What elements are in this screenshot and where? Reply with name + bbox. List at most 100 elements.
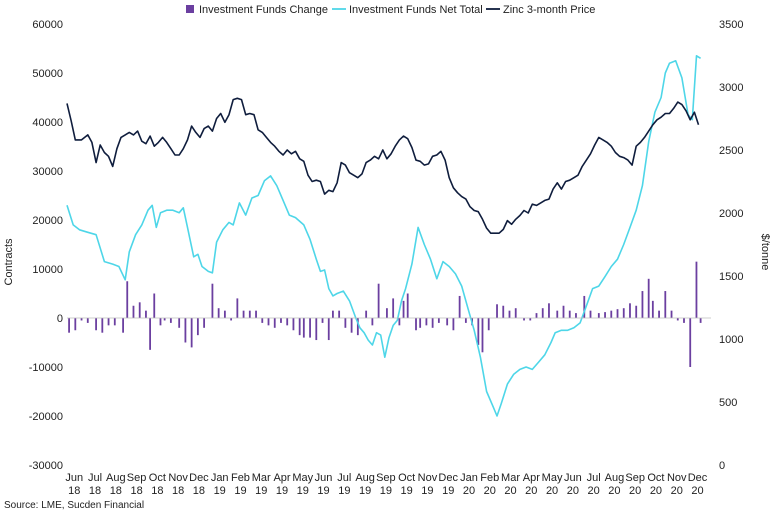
change-bar	[695, 261, 698, 318]
change-bar	[149, 318, 151, 350]
x-tick-month: Apr	[523, 472, 540, 484]
y-tick-right: 2000	[719, 208, 743, 220]
y-tick-right: 3000	[719, 82, 743, 94]
change-bar	[481, 318, 484, 353]
y-tick-right: 2500	[719, 145, 743, 157]
change-bar	[261, 318, 264, 323]
x-tick-month: Aug	[605, 472, 625, 484]
change-bar	[255, 310, 257, 318]
change-bar	[163, 318, 166, 321]
change-bar	[597, 313, 600, 318]
x-tick-month: May	[292, 472, 313, 484]
x-tick-year: 20	[567, 485, 579, 497]
legend-swatch-bar	[186, 5, 194, 13]
y-tick-left: -20000	[29, 411, 63, 423]
x-tick-year: 19	[214, 485, 226, 497]
x-tick-month: Oct	[398, 472, 415, 484]
change-bar	[464, 318, 467, 323]
x-tick-month: Mar	[501, 472, 520, 484]
change-bar	[541, 308, 544, 318]
x-tick-year: 18	[110, 485, 122, 497]
zinc-price-line	[66, 97, 700, 234]
x-tick-year: 19	[442, 485, 454, 497]
change-bar	[338, 310, 341, 318]
change-bar	[132, 305, 135, 318]
x-tick-month: Oct	[647, 472, 664, 484]
x-tick-month: Jan	[211, 472, 229, 484]
x-tick-year: 19	[276, 485, 288, 497]
x-tick-year: 20	[463, 485, 475, 497]
change-bar	[514, 308, 517, 318]
change-bar	[267, 318, 270, 326]
change-bar	[458, 295, 461, 318]
change-bar	[122, 318, 124, 333]
x-tick-month: Sep	[625, 472, 645, 484]
change-bar	[217, 308, 220, 318]
change-bar	[437, 318, 440, 323]
change-bar	[610, 310, 613, 318]
y-tick-left: 0	[57, 313, 63, 325]
x-tick-month: Jul	[337, 472, 351, 484]
change-bar	[377, 283, 380, 318]
change-bar	[392, 298, 395, 318]
y-tick-right: 0	[719, 460, 725, 472]
change-bar	[425, 318, 428, 326]
change-bar	[344, 318, 347, 328]
x-tick-month: Feb	[480, 472, 499, 484]
change-bar	[309, 318, 311, 338]
x-tick-month: May	[542, 472, 563, 484]
x-tick-month: Jun	[65, 472, 83, 484]
change-bar	[556, 310, 559, 318]
change-bar	[101, 318, 104, 333]
change-bar	[327, 318, 330, 341]
change-bar	[211, 283, 214, 318]
change-bar	[589, 310, 592, 318]
change-bar	[196, 318, 199, 336]
x-tick-month: Dec	[438, 472, 458, 484]
change-bar	[203, 318, 206, 328]
change-bar	[230, 318, 233, 321]
x-tick-month: Sep	[127, 472, 147, 484]
x-tick-month: Mar	[252, 472, 271, 484]
change-bar	[508, 310, 511, 318]
y-axis-title-left: Contracts	[3, 238, 15, 286]
change-bar	[398, 318, 401, 326]
change-bar	[386, 308, 388, 318]
change-bar	[699, 318, 702, 323]
x-tick-month: Dec	[189, 472, 209, 484]
y-tick-right: 3500	[719, 19, 743, 31]
x-tick-year: 19	[317, 485, 329, 497]
x-tick-year: 18	[89, 485, 101, 497]
change-bar	[365, 310, 368, 318]
x-tick-month: Aug	[106, 472, 126, 484]
change-bar	[280, 318, 282, 323]
left-axis-ticks: 60000 50000 40000 30000 20000 10000 0 -10000 -20…	[29, 19, 63, 472]
legend-label: Zinc 3-month Price	[503, 4, 595, 16]
change-bar	[629, 303, 631, 318]
change-bar	[302, 318, 305, 338]
change-bar	[402, 300, 405, 318]
x-tick-year: 19	[401, 485, 413, 497]
bar-series-investment-funds-change	[68, 261, 702, 367]
change-bar	[452, 318, 455, 331]
y-tick-right: 500	[719, 397, 737, 409]
x-tick-year: 19	[297, 485, 309, 497]
x-tick-month: Aug	[355, 472, 375, 484]
y-tick-left: 40000	[32, 117, 63, 129]
y-tick-right: 1500	[719, 271, 743, 283]
change-bar	[153, 293, 156, 318]
change-bar	[529, 318, 532, 321]
change-bar	[487, 318, 490, 331]
x-tick-month: Nov	[418, 472, 438, 484]
change-bar	[568, 310, 571, 318]
x-tick-year: 19	[338, 485, 350, 497]
x-tick-year: 20	[546, 485, 558, 497]
change-bar	[431, 318, 434, 328]
change-bar	[477, 318, 480, 345]
x-tick-year: 19	[380, 485, 392, 497]
change-bar	[371, 318, 374, 326]
source-note: Source: LME, Sucden Financial	[4, 500, 145, 511]
x-tick-month: Apr	[273, 472, 290, 484]
change-bar	[190, 318, 193, 348]
